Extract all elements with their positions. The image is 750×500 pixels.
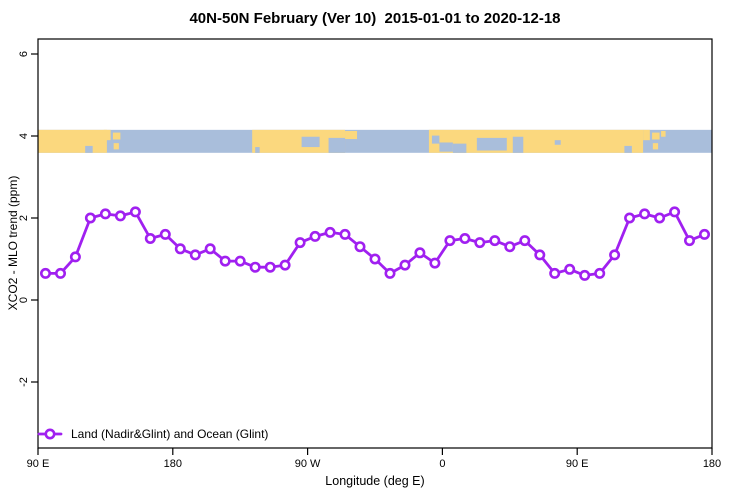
legend-open-circle-icon <box>44 428 56 440</box>
data-point-marker <box>549 267 561 279</box>
data-point-marker <box>264 261 276 273</box>
y-tick-label: 4 <box>18 133 30 139</box>
data-point-marker <box>339 228 351 240</box>
data-point-marker <box>174 243 186 255</box>
chart-title: 40N-50N February (Ver 10) 2015-01-01 to … <box>189 10 561 27</box>
data-point-marker <box>114 210 126 222</box>
map-land-segment <box>652 132 660 140</box>
data-point-marker <box>683 235 695 247</box>
y-axis-title: XCO2 - MLO trend (ppm) <box>6 175 20 311</box>
legend-label: Land (Nadir&Glint) and Ocean (Glint) <box>71 427 268 441</box>
data-point-marker <box>459 233 471 245</box>
data-point-marker <box>444 235 456 247</box>
data-point-marker <box>129 206 141 218</box>
data-point-marker <box>144 233 156 245</box>
data-point-marker <box>639 208 651 220</box>
data-point-marker <box>369 253 381 265</box>
map-water-patch <box>85 145 93 153</box>
map-water-patch <box>439 142 453 152</box>
data-point-marker <box>204 243 216 255</box>
data-point-marker <box>698 228 710 240</box>
data-point-marker <box>399 259 411 271</box>
data-point-marker <box>669 206 681 218</box>
map-water-patch <box>301 136 320 148</box>
data-point-marker <box>609 249 621 261</box>
data-point-marker <box>294 237 306 249</box>
map-water-patch <box>624 145 632 153</box>
y-tick-label: 2 <box>18 215 30 221</box>
data-series <box>39 206 710 281</box>
data-point-marker <box>654 212 666 224</box>
y-tick-label: 6 <box>18 51 30 57</box>
map-water-patch <box>554 140 561 145</box>
data-point-marker <box>474 237 486 249</box>
map-land-segment <box>112 132 121 140</box>
data-point-marker <box>354 241 366 253</box>
data-point-marker <box>54 267 66 279</box>
data-point-marker <box>219 255 231 267</box>
map-water-patch <box>431 135 440 144</box>
map-land-segment <box>661 130 666 137</box>
data-point-marker <box>324 226 336 238</box>
x-tick-label: 180 <box>703 458 721 470</box>
series-line <box>44 210 706 277</box>
plot-frame <box>37 38 713 449</box>
legend: Land (Nadir&Glint) and Ocean (Glint) <box>37 427 268 441</box>
data-point-marker <box>564 263 576 275</box>
data-point-marker <box>99 208 111 220</box>
data-point-marker <box>309 230 321 242</box>
data-point-marker <box>39 267 51 279</box>
map-land-segment <box>345 130 358 140</box>
y-tick-label: 0 <box>18 297 30 303</box>
map-land-segment <box>643 129 650 141</box>
map-water-patch <box>328 137 346 153</box>
x-tick-label: 90 E <box>566 458 589 470</box>
map-water-patch <box>255 147 260 153</box>
map-land-segment <box>103 129 111 141</box>
data-point-marker <box>189 249 201 261</box>
data-point-marker <box>429 257 441 269</box>
data-point-marker <box>594 267 606 279</box>
map-strip <box>38 129 712 153</box>
data-point-marker <box>249 261 261 273</box>
data-point-marker <box>624 212 636 224</box>
data-point-marker <box>489 235 501 247</box>
y-tick-label: -2 <box>18 377 30 387</box>
data-point-marker <box>519 235 531 247</box>
map-water-patch <box>512 136 524 153</box>
map-land-segment <box>38 129 107 153</box>
data-point-marker <box>534 249 546 261</box>
data-point-marker <box>579 269 591 281</box>
x-tick-label: 180 <box>164 458 182 470</box>
data-point-marker <box>384 267 396 279</box>
map-land-segment <box>113 143 119 150</box>
data-point-marker <box>504 241 516 253</box>
data-point-marker <box>84 212 96 224</box>
data-point-marker <box>279 259 291 271</box>
data-point-marker <box>159 228 171 240</box>
x-tick-label: 90 W <box>295 458 321 470</box>
x-axis-title: Longitude (deg E) <box>325 474 425 488</box>
map-water-patch <box>452 143 467 153</box>
map-land-segment <box>652 143 659 150</box>
x-tick-label: 0 <box>439 458 445 470</box>
data-point-marker <box>234 255 246 267</box>
data-point-marker <box>414 247 426 259</box>
data-point-marker <box>69 251 81 263</box>
axes: 90 E 180 90 W 0 90 E 180 -2 0 2 4 6 <box>18 38 721 470</box>
x-tick-label: 90 E <box>27 458 50 470</box>
map-water-patch <box>476 137 507 151</box>
map-land-segment <box>252 129 346 153</box>
